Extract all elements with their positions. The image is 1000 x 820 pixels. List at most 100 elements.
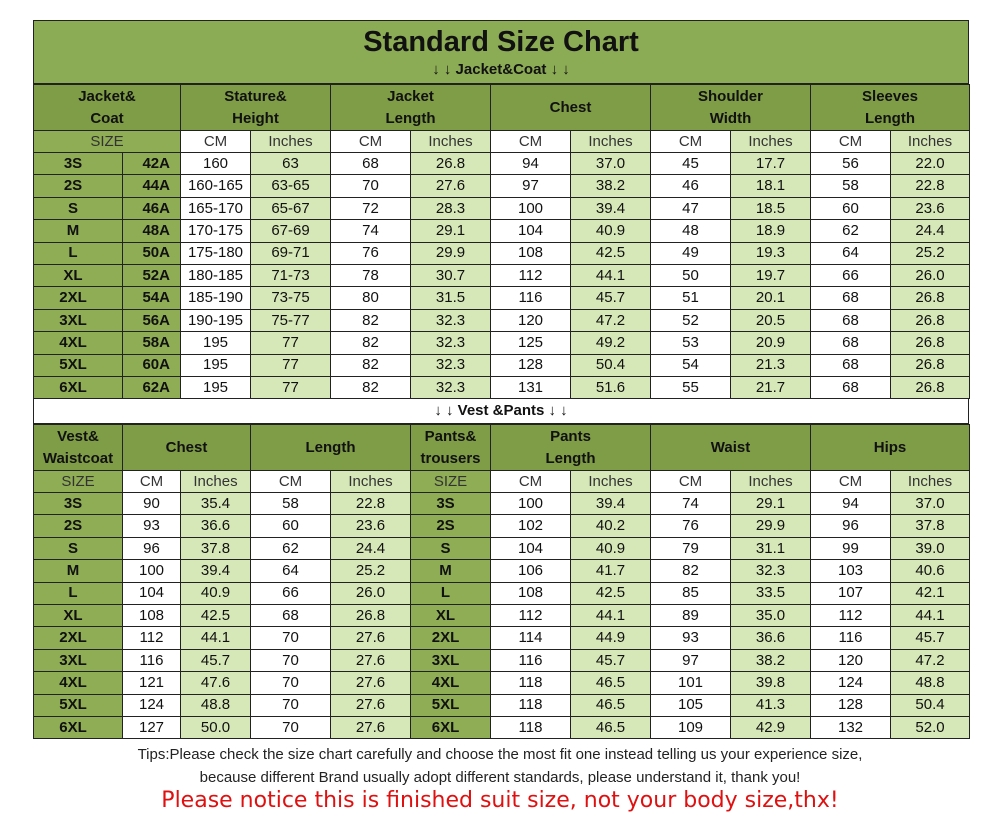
data-cell: 68 <box>810 308 891 333</box>
unit-header: CM <box>490 470 571 493</box>
data-cell: 165-170 <box>180 196 251 221</box>
cell-text: 76 <box>682 517 699 535</box>
cell-text: 39.4 <box>200 561 231 579</box>
cell-text: 3XL <box>59 651 87 669</box>
data-cell: 195 <box>180 331 251 355</box>
size-cell: 2XL <box>33 626 123 650</box>
cell-text: S <box>67 539 78 557</box>
size-cell: 2XL <box>410 626 491 650</box>
header-line: Length <box>305 438 356 456</box>
cell-text: 41.3 <box>755 696 786 714</box>
cell-text: 56A <box>142 311 170 329</box>
size-cell: 58A <box>122 331 181 355</box>
data-cell: 46.5 <box>570 693 651 717</box>
size-cell: 60A <box>122 353 181 377</box>
size-cell: 50A <box>122 241 181 265</box>
data-cell: 27.6 <box>330 693 411 717</box>
unit-header: Inches <box>250 130 331 153</box>
cell-text: 195 <box>202 333 229 351</box>
unit-label: CM <box>139 472 164 490</box>
cell-text: 49 <box>682 244 699 262</box>
data-cell: 26.8 <box>410 152 491 176</box>
data-cell: 72 <box>330 196 411 221</box>
header-line: Pants& <box>424 427 477 445</box>
data-cell: 108 <box>122 604 181 628</box>
data-cell: 107 <box>810 581 891 605</box>
cell-text: 90 <box>143 494 160 512</box>
cell-text: 29.9 <box>755 517 786 535</box>
cell-text: 107 <box>837 584 864 602</box>
cell-text: 74 <box>682 494 699 512</box>
unit-header: CM <box>490 130 571 153</box>
unit-label: Inches <box>588 132 633 150</box>
data-cell: 32.3 <box>410 376 491 400</box>
cell-text: 24.4 <box>355 539 386 557</box>
data-cell: 89 <box>650 604 731 628</box>
column-header: Stature& Height <box>180 84 331 131</box>
cell-text: 32.3 <box>435 356 466 374</box>
cell-text: 58 <box>282 494 299 512</box>
data-cell: 64 <box>810 241 891 265</box>
data-cell: 29.9 <box>410 241 491 265</box>
cell-text: 52.0 <box>915 718 945 736</box>
header-line: Jacket <box>387 87 434 105</box>
cell-text: 18.1 <box>755 177 786 195</box>
cell-text: 47.6 <box>200 673 231 691</box>
cell-text: 70 <box>282 696 299 714</box>
cell-text: 45 <box>682 154 699 172</box>
unit-label: Inches <box>748 472 793 490</box>
unit-label: CM <box>678 472 703 490</box>
data-cell: 114 <box>490 626 571 650</box>
data-cell: 70 <box>250 693 331 717</box>
unit-label: SIZE <box>433 472 468 490</box>
unit-header: Inches <box>410 130 491 153</box>
cell-text: 175-180 <box>187 244 244 262</box>
data-cell: 75-77 <box>250 308 331 333</box>
data-cell: 50.4 <box>570 353 651 377</box>
data-cell: 40.6 <box>890 559 970 583</box>
cell-text: 190-195 <box>187 311 244 329</box>
cell-text: 29.1 <box>755 494 786 512</box>
cell-text: 112 <box>139 629 164 647</box>
cell-text: 82 <box>362 356 379 374</box>
cell-text: 72 <box>362 199 379 217</box>
data-cell: 17.7 <box>730 152 811 176</box>
data-cell: 26.8 <box>890 308 970 333</box>
size-cell: 56A <box>122 308 181 333</box>
data-cell: 70 <box>250 716 331 740</box>
cell-text: 99 <box>842 539 859 557</box>
data-cell: 103 <box>810 559 891 583</box>
cell-text: 19.7 <box>755 266 786 284</box>
data-cell: 78 <box>330 264 411 288</box>
data-cell: 82 <box>330 331 411 355</box>
cell-text: 25.2 <box>915 244 945 262</box>
unit-label: CM <box>838 472 863 490</box>
cell-text: 50.0 <box>200 718 231 736</box>
cell-text: 125 <box>517 333 544 351</box>
unit-label: CM <box>203 132 228 150</box>
data-cell: 190-195 <box>180 308 251 333</box>
size-cell: M <box>33 559 123 583</box>
cell-text: 97 <box>682 651 699 669</box>
cell-text: 25.2 <box>355 561 386 579</box>
cell-text: 44.1 <box>915 606 945 624</box>
data-cell: 26.0 <box>330 581 411 605</box>
cell-text: 31.1 <box>755 539 786 557</box>
column-header: Sleeves Length <box>810 84 970 131</box>
cell-text: 37.0 <box>915 494 945 512</box>
size-cell: L <box>33 581 123 605</box>
header-line: Waistcoat <box>42 449 114 467</box>
data-cell: 116 <box>810 626 891 650</box>
cell-text: 47.2 <box>915 651 945 669</box>
header-line: Jacket& <box>78 87 136 105</box>
data-cell: 185-190 <box>180 286 251 310</box>
cell-text: 6XL <box>59 718 87 736</box>
unit-label: SIZE <box>90 132 124 150</box>
cell-text: 66 <box>282 584 299 602</box>
cell-text: 60 <box>282 517 299 535</box>
cell-text: 70 <box>282 651 299 669</box>
data-cell: 47 <box>650 196 731 221</box>
data-cell: 26.8 <box>890 353 970 377</box>
data-cell: 118 <box>490 693 571 717</box>
cell-text: 74 <box>362 221 379 239</box>
